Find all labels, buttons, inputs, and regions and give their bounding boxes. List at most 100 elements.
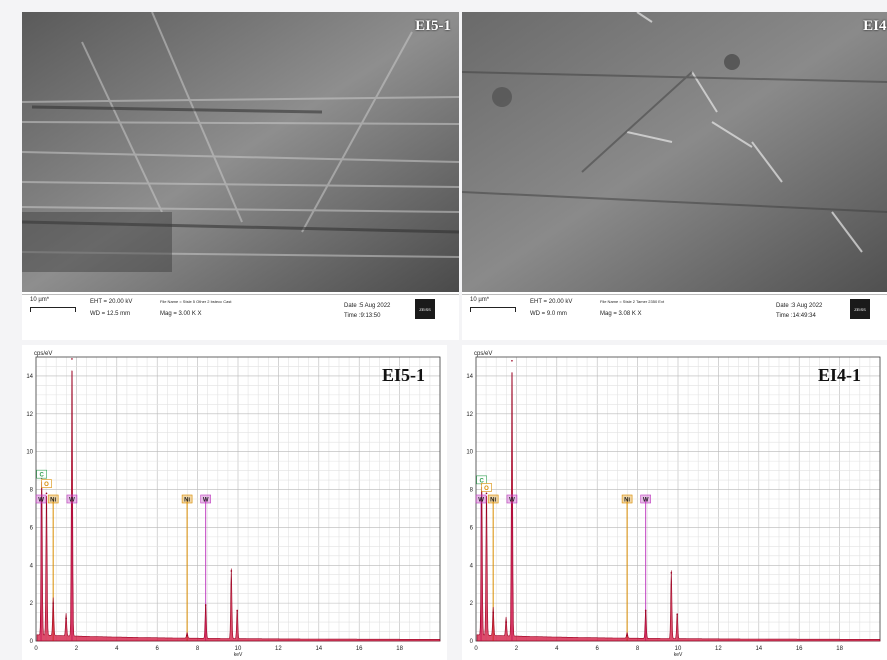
sem-panel-ei5-1: EI5-1 10 µm* EHT = 20.00 kV WD = 12.5 mm…: [22, 12, 459, 340]
y-tick-label: 14: [26, 374, 33, 380]
y-tick-label: 14: [466, 374, 473, 380]
element-label-text: O: [484, 486, 489, 492]
element-label-text: W: [38, 498, 44, 504]
scale-bar: [470, 307, 516, 312]
x-tick-label: 4: [555, 646, 559, 652]
x-tick-label: 18: [396, 646, 403, 652]
x-tick-label: 16: [796, 646, 803, 652]
sem-info-bar: 10 µm* EHT = 20.00 kV WD = 12.5 mm Mag =…: [22, 294, 459, 340]
x-tick-label: 12: [715, 646, 722, 652]
mag-value: Mag = 3.08 K X: [600, 311, 642, 317]
spectrum-peak: [52, 602, 54, 604]
sem-micrograph-ei4-1: [462, 12, 887, 292]
element-label: W: [475, 494, 487, 504]
sem-tag: EI4-1: [863, 18, 887, 34]
element-label: Ni: [487, 494, 499, 504]
x-tick-label: 18: [836, 646, 843, 652]
element-label-box: [487, 494, 499, 504]
y-tick-label: 6: [470, 525, 474, 531]
eht-value: EHT = 20.00 kV: [90, 299, 133, 305]
scale-bar: [30, 307, 76, 312]
spectrum-series: [476, 372, 881, 642]
element-label-box: [66, 494, 78, 504]
element-label: O: [481, 483, 492, 492]
y-tick-label: 0: [30, 639, 34, 645]
element-label-box: [481, 483, 492, 492]
x-tick-label: 12: [275, 646, 282, 652]
spectrum-peak: [71, 358, 73, 360]
spectrum-peak: [626, 634, 628, 637]
wd-value: WD = 12.5 mm: [90, 311, 131, 317]
element-label: Ni: [621, 494, 633, 504]
zeiss-logo: ZEISS: [850, 299, 870, 319]
date-value: Date :3 Aug 2022: [776, 303, 823, 309]
element-label-text: C: [479, 478, 484, 484]
x-tick-label: 10: [675, 646, 682, 652]
x-tick-label: 14: [315, 646, 322, 652]
element-label-text: W: [509, 498, 515, 504]
scale-label: 10 µm*: [470, 297, 490, 303]
file-name: File Name = Stsle 2 Tamer 2350 Ext: [600, 299, 665, 304]
spectrum-peak: [65, 617, 67, 620]
chart-title: EI5-1: [382, 365, 426, 385]
y-tick-label: 12: [26, 412, 33, 418]
spectrum-peak: [236, 609, 238, 612]
y-tick-label: 2: [30, 601, 34, 607]
spectrum-peak: [644, 609, 647, 612]
eds-spectrum-ei5-1: cps/eV keV 0 2 4 6 8 10 12 14 16 18 0 2 4 6 8 10 12 14 C O W Ni…: [22, 345, 447, 660]
element-label-box: [41, 479, 52, 488]
spectrum-peak: [676, 613, 678, 616]
element-label-text: O: [44, 482, 49, 488]
element-label-text: Ni: [490, 498, 496, 504]
sem-micrograph-ei5-1: [22, 12, 459, 292]
x-tick-label: 8: [636, 646, 640, 652]
y-tick-label: 10: [466, 450, 473, 456]
element-label-box: [47, 494, 59, 504]
element-label-text: W: [643, 498, 649, 504]
x-tick-label: 6: [156, 646, 160, 652]
y-tick-label: 0: [470, 639, 474, 645]
element-label-text: Ni: [184, 498, 190, 504]
spectrum-peak: [230, 570, 233, 572]
y-tick-label: 4: [470, 563, 474, 569]
element-label-text: W: [478, 498, 484, 504]
date-value: Date :5 Aug 2022: [344, 303, 391, 309]
spectrum-peak: [511, 359, 513, 362]
x-tick-label: 6: [596, 646, 600, 652]
mag-value: Mag = 3.00 K X: [160, 311, 202, 317]
element-label-text: Ni: [50, 498, 56, 504]
element-label-text: C: [39, 473, 44, 479]
y-axis-label: cps/eV: [474, 351, 492, 357]
x-tick-label: 16: [356, 646, 363, 652]
spectrum-peak: [670, 572, 673, 574]
element-label: C: [476, 475, 487, 484]
x-axis-label: keV: [234, 652, 243, 658]
time-value: Time :14:49:34: [776, 313, 816, 319]
element-label-text: Ni: [624, 498, 630, 504]
y-tick-label: 12: [466, 412, 473, 418]
spectrum-peak: [186, 634, 188, 637]
sem-tag: EI5-1: [415, 18, 451, 34]
sem-panel-ei4-1: EI4-1 10 µm* EHT = 20.00 kV WD = 9.0 mm …: [462, 12, 887, 340]
element-label: C: [36, 469, 47, 479]
x-tick-label: 0: [474, 646, 478, 652]
file-name: File Name = Stsle 5 Other 2 bstecc Cast: [160, 299, 232, 304]
x-tick-label: 0: [34, 646, 38, 652]
element-label-box: [35, 494, 47, 504]
element-label-box: [621, 494, 633, 504]
eht-value: EHT = 20.00 kV: [530, 299, 573, 305]
y-tick-label: 10: [26, 450, 33, 456]
spectrum-peak: [492, 611, 494, 614]
spectrum-peak: [485, 492, 488, 495]
zeiss-logo: ZEISS: [415, 299, 435, 319]
element-label-box: [36, 469, 47, 479]
element-label-text: W: [203, 498, 209, 504]
chart-title: EI4-1: [818, 365, 862, 385]
element-label-box: [475, 494, 487, 504]
spectrum-series: [36, 370, 441, 642]
x-tick-label: 2: [515, 646, 519, 652]
element-label-text: W: [69, 498, 75, 504]
scale-label: 10 µm*: [30, 297, 50, 303]
element-label: O: [41, 479, 52, 488]
